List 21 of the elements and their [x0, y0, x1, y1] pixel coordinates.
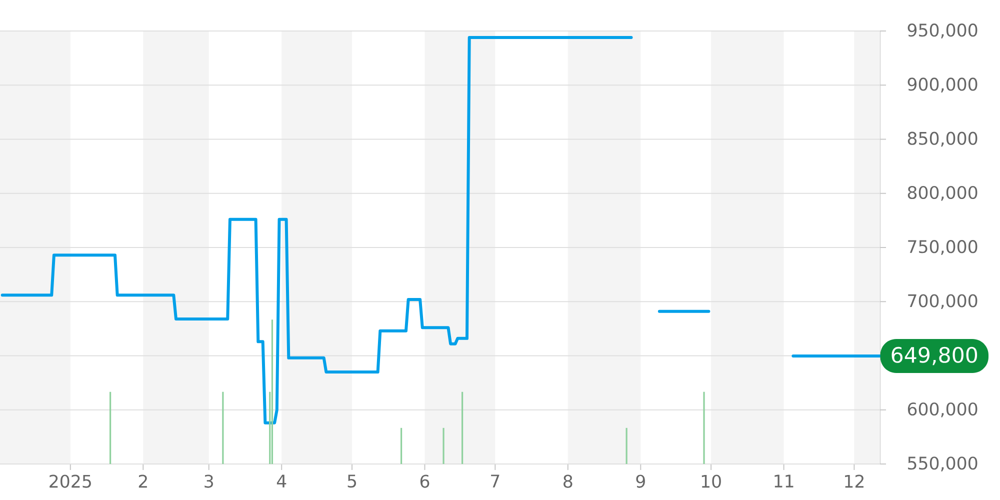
x-tick-label: 3 — [204, 474, 213, 488]
x-tick-label: 11 — [774, 474, 794, 488]
y-tick-label: 900,000 — [908, 78, 978, 93]
x-tick-label: 10 — [702, 474, 721, 488]
x-tick-label: 2 — [138, 474, 147, 488]
y-tick-label: 750,000 — [908, 240, 978, 255]
y-tick-label: 800,000 — [908, 186, 978, 201]
x-tick-label: 5 — [348, 474, 356, 488]
x-tick-label: 8 — [564, 474, 572, 488]
y-tick-label: 550,000 — [908, 456, 978, 472]
x-tick-label: 12 — [845, 474, 864, 488]
annotation: 649,800 — [892, 346, 978, 366]
x-tick-label: 7 — [491, 474, 500, 488]
x-tick-label: 6 — [420, 474, 430, 488]
y-tick-label: 600,000 — [908, 402, 978, 418]
y-tick-label: 700,000 — [908, 294, 978, 310]
x-tick-label: 4 — [276, 474, 286, 488]
x-tick-label: 2025 — [50, 474, 91, 488]
y-tick-label: 950,000 — [908, 24, 978, 38]
y-tick-label: 850,000 — [908, 132, 978, 147]
x-tick-label: 9 — [636, 474, 645, 488]
